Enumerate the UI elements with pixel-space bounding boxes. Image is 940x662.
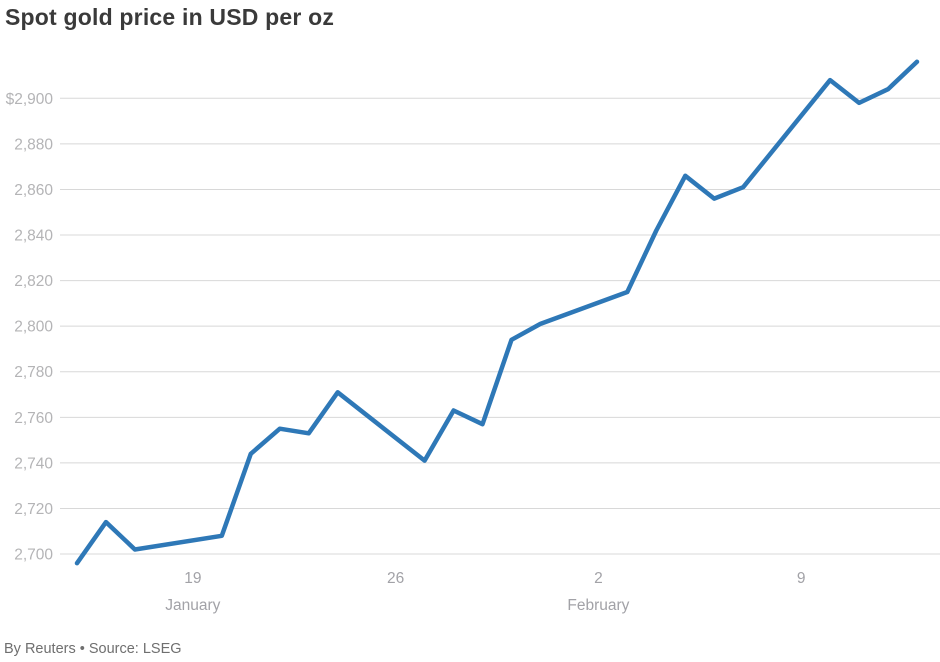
month-label: February — [567, 597, 629, 614]
y-tick-label: $2,900 — [6, 91, 54, 108]
x-tick-label: 19 — [184, 570, 201, 587]
y-tick-label: 2,780 — [14, 364, 53, 381]
y-tick-label: 2,740 — [14, 455, 53, 472]
y-tick-label: 2,820 — [14, 273, 53, 290]
y-tick-label: 2,700 — [14, 547, 53, 564]
month-label: January — [165, 597, 220, 614]
y-tick-label: 2,860 — [14, 182, 53, 199]
y-tick-label: 2,760 — [14, 410, 53, 427]
x-tick-label: 26 — [387, 570, 404, 587]
y-tick-label: 2,880 — [14, 136, 53, 153]
source-byline: By Reuters • Source: LSEG — [4, 641, 182, 657]
x-tick-label: 2 — [594, 570, 603, 587]
y-tick-label: 2,800 — [14, 319, 53, 336]
page-title: Spot gold price in USD per oz — [5, 4, 335, 30]
y-tick-label: 2,720 — [14, 501, 53, 518]
y-tick-label: 2,840 — [14, 228, 53, 245]
x-tick-label: 9 — [797, 570, 806, 587]
price-line — [74, 59, 920, 566]
